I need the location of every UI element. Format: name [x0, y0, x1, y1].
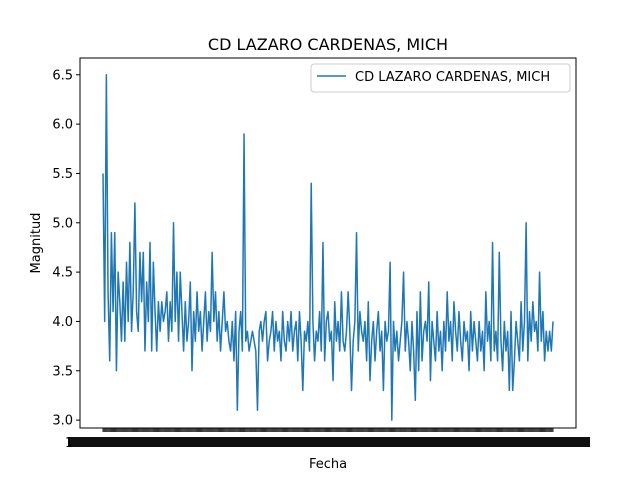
axes-frame	[79, 57, 577, 429]
series-line	[102, 74, 554, 421]
legend-entry-label: CD LAZARO CARDENAS, MICH	[355, 70, 550, 85]
y-tick-label: 4.0	[52, 315, 73, 330]
legend: CD LAZARO CARDENAS, MICH	[310, 63, 571, 93]
y-tick-label: 3.5	[52, 364, 73, 379]
y-tick-label: 6.0	[52, 118, 73, 133]
y-tick-label: 5.0	[52, 216, 73, 231]
plot-area	[102, 74, 554, 421]
x-axis-label: Fecha	[309, 457, 347, 472]
y-tick-label: 4.5	[52, 266, 73, 281]
x-axis: 1	[65, 428, 590, 451]
chart-title: CD LAZARO CARDENAS, MICH	[208, 35, 448, 54]
y-axis: 3.0 3.5 4.0 4.5 5.0 5.5 6.0 6.5	[52, 68, 80, 429]
x-tick-labels-overlap	[68, 437, 590, 447]
x-tick-label-first: 1	[65, 436, 73, 451]
y-tick-label: 5.5	[52, 167, 73, 182]
y-tick-label: 3.0	[52, 414, 73, 429]
y-axis-label: Magnitud	[29, 213, 44, 274]
legend-box	[310, 63, 571, 93]
y-tick-label: 6.5	[52, 68, 73, 83]
